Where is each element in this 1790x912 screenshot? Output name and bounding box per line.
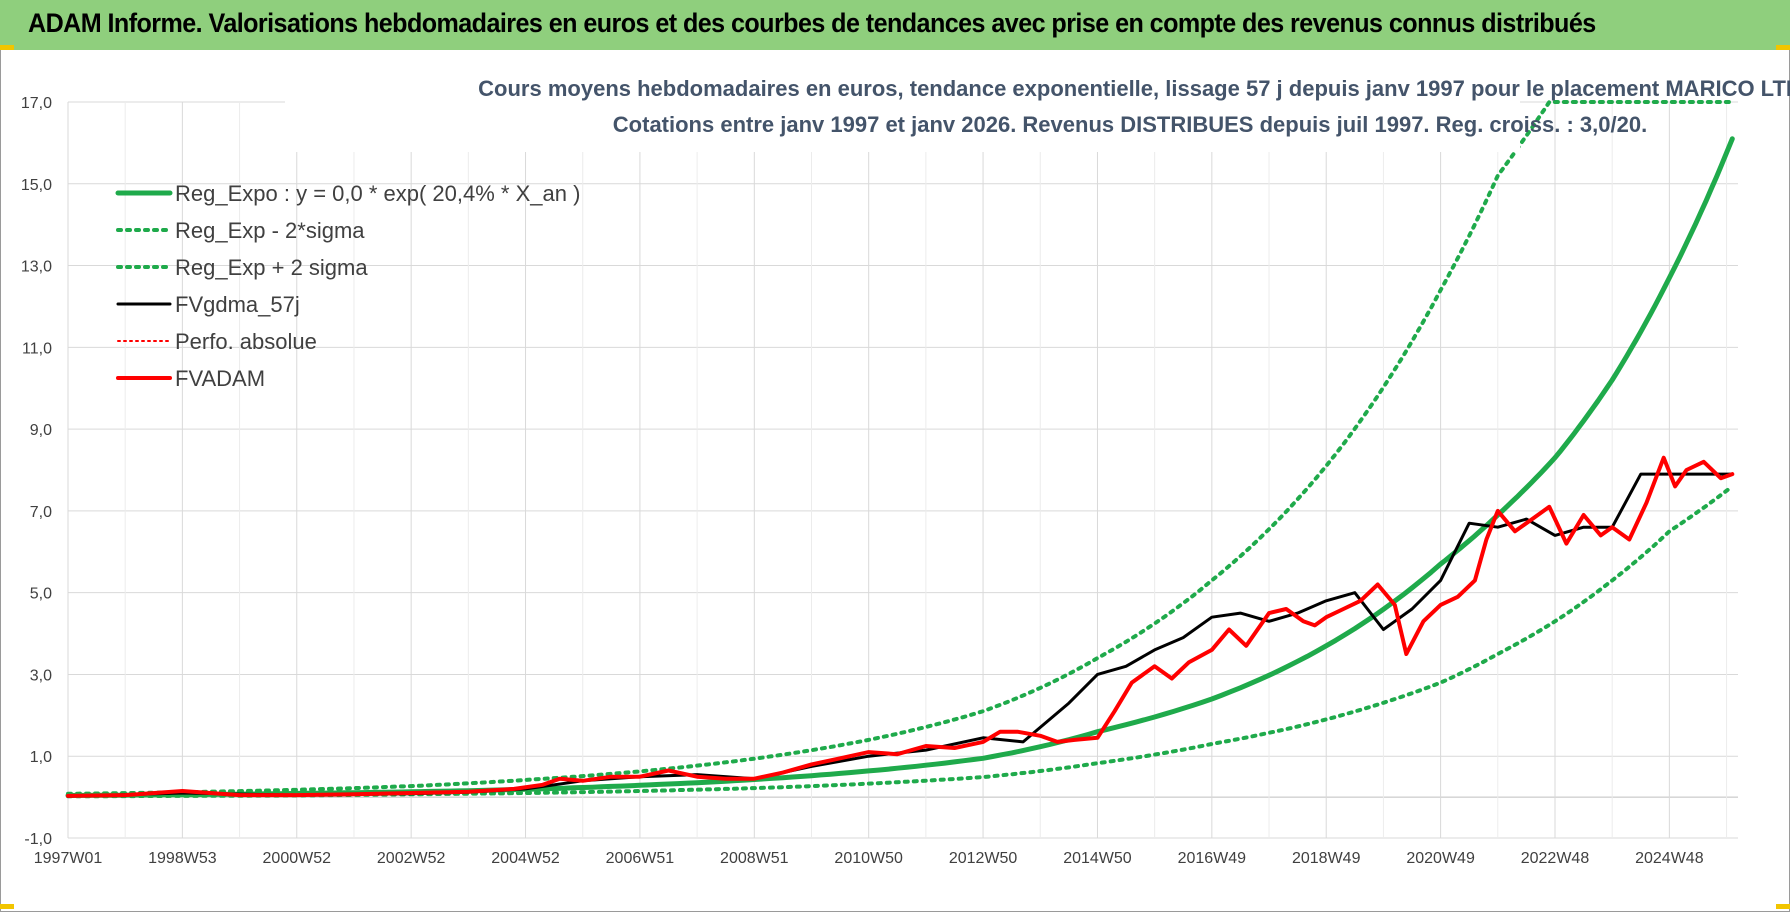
legend-label: Reg_Expo : y = 0,0 * exp( 20,4% * X_an ) xyxy=(175,181,580,206)
corner-mark xyxy=(1776,45,1790,50)
x-tick-label: 2000W52 xyxy=(263,850,332,867)
x-tick-label: 2010W50 xyxy=(834,850,903,867)
x-tick-label: 2014W50 xyxy=(1063,850,1132,867)
x-tick-label: 1998W53 xyxy=(148,850,217,867)
y-tick-label: 9,0 xyxy=(30,422,52,439)
line-chart: -1,0 1,0 3,0 5,0 7,0 9,0 11,0 13,0 15,0 17,0 1997W… xyxy=(21,60,1790,867)
x-tick-label: 2006W51 xyxy=(606,850,675,867)
series-line-2 xyxy=(66,100,1735,796)
y-tick-label: 13,0 xyxy=(21,259,52,276)
y-tick-label: 1,0 xyxy=(30,749,52,766)
x-tick-label: 2020W49 xyxy=(1406,850,1475,867)
y-tick-label: 7,0 xyxy=(30,504,52,521)
x-tick-label: 2024W48 xyxy=(1635,850,1704,867)
series-layer xyxy=(65,100,1735,799)
x-tick-label: 2004W52 xyxy=(491,850,560,867)
series-line-4 xyxy=(67,473,1734,798)
y-tick-label: 3,0 xyxy=(30,667,52,684)
series-line-3 xyxy=(66,472,1734,798)
corner-mark xyxy=(1776,904,1790,909)
axis-layer: -1,0 1,0 3,0 5,0 7,0 9,0 11,0 13,0 15,0 17,0 1997W… xyxy=(21,95,1704,867)
y-tick-label: -1,0 xyxy=(24,831,52,848)
legend: Reg_Expo : y = 0,0 * exp( 20,4% * X_an )… xyxy=(115,181,580,391)
corner-mark xyxy=(0,904,14,909)
x-tick-label: 2016W49 xyxy=(1178,850,1247,867)
x-tick-label: 2022W48 xyxy=(1521,850,1590,867)
corner-mark xyxy=(0,45,14,50)
y-tick-label: 15,0 xyxy=(21,177,52,194)
chart-title: Cours moyens hebdomadaires en euros, ten… xyxy=(478,76,1790,101)
legend-label: Perfo. absolue xyxy=(175,329,317,354)
x-tick-label: 2018W49 xyxy=(1292,850,1361,867)
legend-label: Reg_Exp - 2*sigma xyxy=(175,218,365,243)
series-line-5 xyxy=(66,455,1735,798)
chart-subtitle: Cotations entre janv 1997 et janv 2026. … xyxy=(613,112,1647,137)
header-bar: ADAM Informe. Valorisations hebdomadaire… xyxy=(0,0,1790,50)
x-tick-label: 1997W01 xyxy=(34,850,103,867)
y-tick-label: 11,0 xyxy=(22,340,52,357)
x-tick-label: 2002W52 xyxy=(377,850,446,867)
legend-label: FVADAM xyxy=(175,366,265,391)
y-tick-label: 5,0 xyxy=(30,586,52,603)
grid-layer xyxy=(67,101,1738,839)
legend-label: FVgdma_57j xyxy=(175,292,300,317)
legend-label: Reg_Exp + 2 sigma xyxy=(175,255,368,280)
title-background xyxy=(285,60,1520,152)
x-tick-label: 2008W51 xyxy=(720,850,789,867)
series-line-1 xyxy=(66,484,1735,799)
y-tick-label: 17,0 xyxy=(21,95,52,112)
x-tick-label: 2012W50 xyxy=(949,850,1018,867)
page-title: ADAM Informe. Valorisations hebdomadaire… xyxy=(28,8,1596,38)
